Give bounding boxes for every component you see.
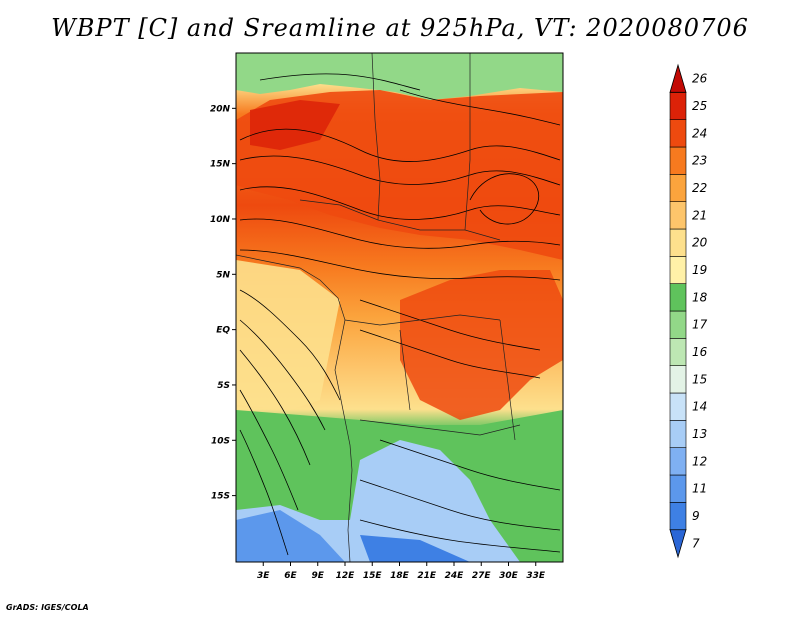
colorbar-label: 24 bbox=[692, 126, 707, 140]
colorbar-segment bbox=[669, 63, 687, 93]
streamline bbox=[359, 479, 561, 531]
colorbar-segment bbox=[669, 529, 687, 559]
colorbar-segment bbox=[669, 256, 687, 284]
colorbar-segment bbox=[669, 502, 687, 530]
colorbar-label: 7 bbox=[692, 536, 700, 550]
lon-tick-label: 30E bbox=[499, 571, 519, 581]
lon-tick-label: 3E bbox=[257, 571, 270, 581]
colorbar: 7 9 11 12 13 14 15 16 17 18 19 20 21 22 23 24 25 26 bbox=[669, 63, 708, 559]
country-border bbox=[371, 53, 381, 221]
colorbar-label: 18 bbox=[692, 290, 708, 304]
country-border bbox=[299, 199, 501, 241]
lon-tick-label: 15E bbox=[363, 571, 383, 581]
country-border bbox=[464, 53, 471, 231]
streamlines bbox=[239, 73, 561, 556]
colorbar-segment bbox=[669, 420, 687, 448]
longitude-axis: 3E 6E 9E 12E 15E 18E 21E 24E 27E 30E 33E bbox=[257, 562, 546, 581]
lat-tick-label: 15S bbox=[211, 492, 230, 502]
lon-tick-label: 18E bbox=[390, 571, 410, 581]
streamline bbox=[239, 389, 299, 511]
streamline bbox=[469, 173, 540, 225]
lat-tick-label: 20N bbox=[210, 104, 231, 114]
lat-tick-label: 10N bbox=[210, 215, 231, 225]
colorbar-segment bbox=[669, 338, 687, 366]
streamline bbox=[239, 128, 561, 162]
borders bbox=[236, 53, 521, 562]
country-border bbox=[499, 319, 516, 441]
colorbar-label: 17 bbox=[692, 318, 708, 332]
streamline bbox=[399, 89, 561, 126]
streamline bbox=[239, 349, 311, 466]
southwest-deepblue-region bbox=[236, 510, 345, 562]
colorbar-segment bbox=[669, 174, 687, 202]
lon-tick-label: 27E bbox=[472, 571, 492, 581]
colorbar-segment bbox=[669, 119, 687, 148]
colorbar-segment bbox=[669, 228, 687, 257]
streamline bbox=[239, 289, 341, 401]
latitude-axis: 20N 15N 10N 5N EQ 5S 10S 15S bbox=[210, 104, 236, 502]
country-border bbox=[399, 329, 411, 411]
colorbar-label: 23 bbox=[692, 154, 707, 168]
colorbar-label: 20 bbox=[692, 236, 708, 250]
lon-tick-label: 6E bbox=[284, 571, 297, 581]
wbpt-shading bbox=[236, 53, 563, 562]
colorbar-label: 13 bbox=[692, 427, 707, 441]
streamline bbox=[359, 299, 541, 351]
streamline bbox=[359, 329, 541, 379]
streamline bbox=[239, 218, 561, 249]
colorbar-label: 19 bbox=[692, 263, 707, 277]
colorbar-segment bbox=[669, 365, 687, 394]
colorbar-segment bbox=[669, 474, 687, 503]
colorbar-label: 21 bbox=[692, 208, 707, 222]
lat-tick-label: 5S bbox=[217, 381, 230, 391]
colorbar-label: 16 bbox=[692, 345, 708, 359]
colorbar-segment bbox=[669, 146, 687, 175]
streamline bbox=[379, 439, 561, 491]
streamline bbox=[239, 429, 289, 556]
colorbar-label: 22 bbox=[692, 181, 707, 195]
colorbar-segment bbox=[669, 283, 687, 312]
gulf-yellow-region bbox=[236, 260, 340, 410]
coastline bbox=[236, 254, 353, 562]
streamline bbox=[359, 519, 561, 553]
lat-tick-label: 10S bbox=[211, 436, 230, 446]
lon-tick-label: 21E bbox=[417, 571, 437, 581]
colorbar-label: 11 bbox=[692, 482, 707, 496]
lat-tick-label: 5N bbox=[216, 270, 230, 280]
colorbar-segment bbox=[669, 392, 687, 421]
country-border bbox=[344, 314, 501, 326]
central-red-region bbox=[400, 270, 563, 420]
country-border bbox=[359, 419, 521, 436]
lat-tick-label: EQ bbox=[216, 326, 230, 336]
south-deepblue-region bbox=[360, 535, 470, 562]
colorbar-label: 25 bbox=[692, 99, 707, 113]
lon-tick-label: 24E bbox=[445, 571, 465, 581]
colorbar-label: 9 bbox=[692, 509, 700, 523]
colorbar-segment bbox=[669, 201, 687, 230]
streamline bbox=[239, 186, 561, 220]
streamline bbox=[239, 319, 326, 431]
streamline bbox=[259, 73, 421, 91]
lon-tick-label: 9E bbox=[312, 571, 325, 581]
colorbar-segment bbox=[669, 310, 687, 339]
colorbar-segment bbox=[669, 447, 687, 476]
colorbar-label: 15 bbox=[692, 372, 707, 386]
sahel-darkred-core bbox=[250, 100, 340, 150]
lat-tick-label: 15N bbox=[210, 160, 231, 170]
north-green-region bbox=[236, 53, 563, 100]
colorbar-label: 14 bbox=[692, 400, 707, 414]
chart-title: WBPT [C] and Sreamline at 925hPa, VT: 20… bbox=[51, 14, 749, 42]
colorbar-label: 12 bbox=[692, 454, 707, 468]
colorbar-segment bbox=[669, 92, 687, 120]
lon-tick-label: 12E bbox=[336, 571, 356, 581]
streamline bbox=[239, 155, 561, 186]
grads-credit: GrADS: IGES/COLA bbox=[6, 603, 89, 612]
streamline bbox=[239, 249, 561, 281]
colorbar-label: 26 bbox=[692, 72, 708, 86]
lon-tick-label: 33E bbox=[526, 571, 546, 581]
